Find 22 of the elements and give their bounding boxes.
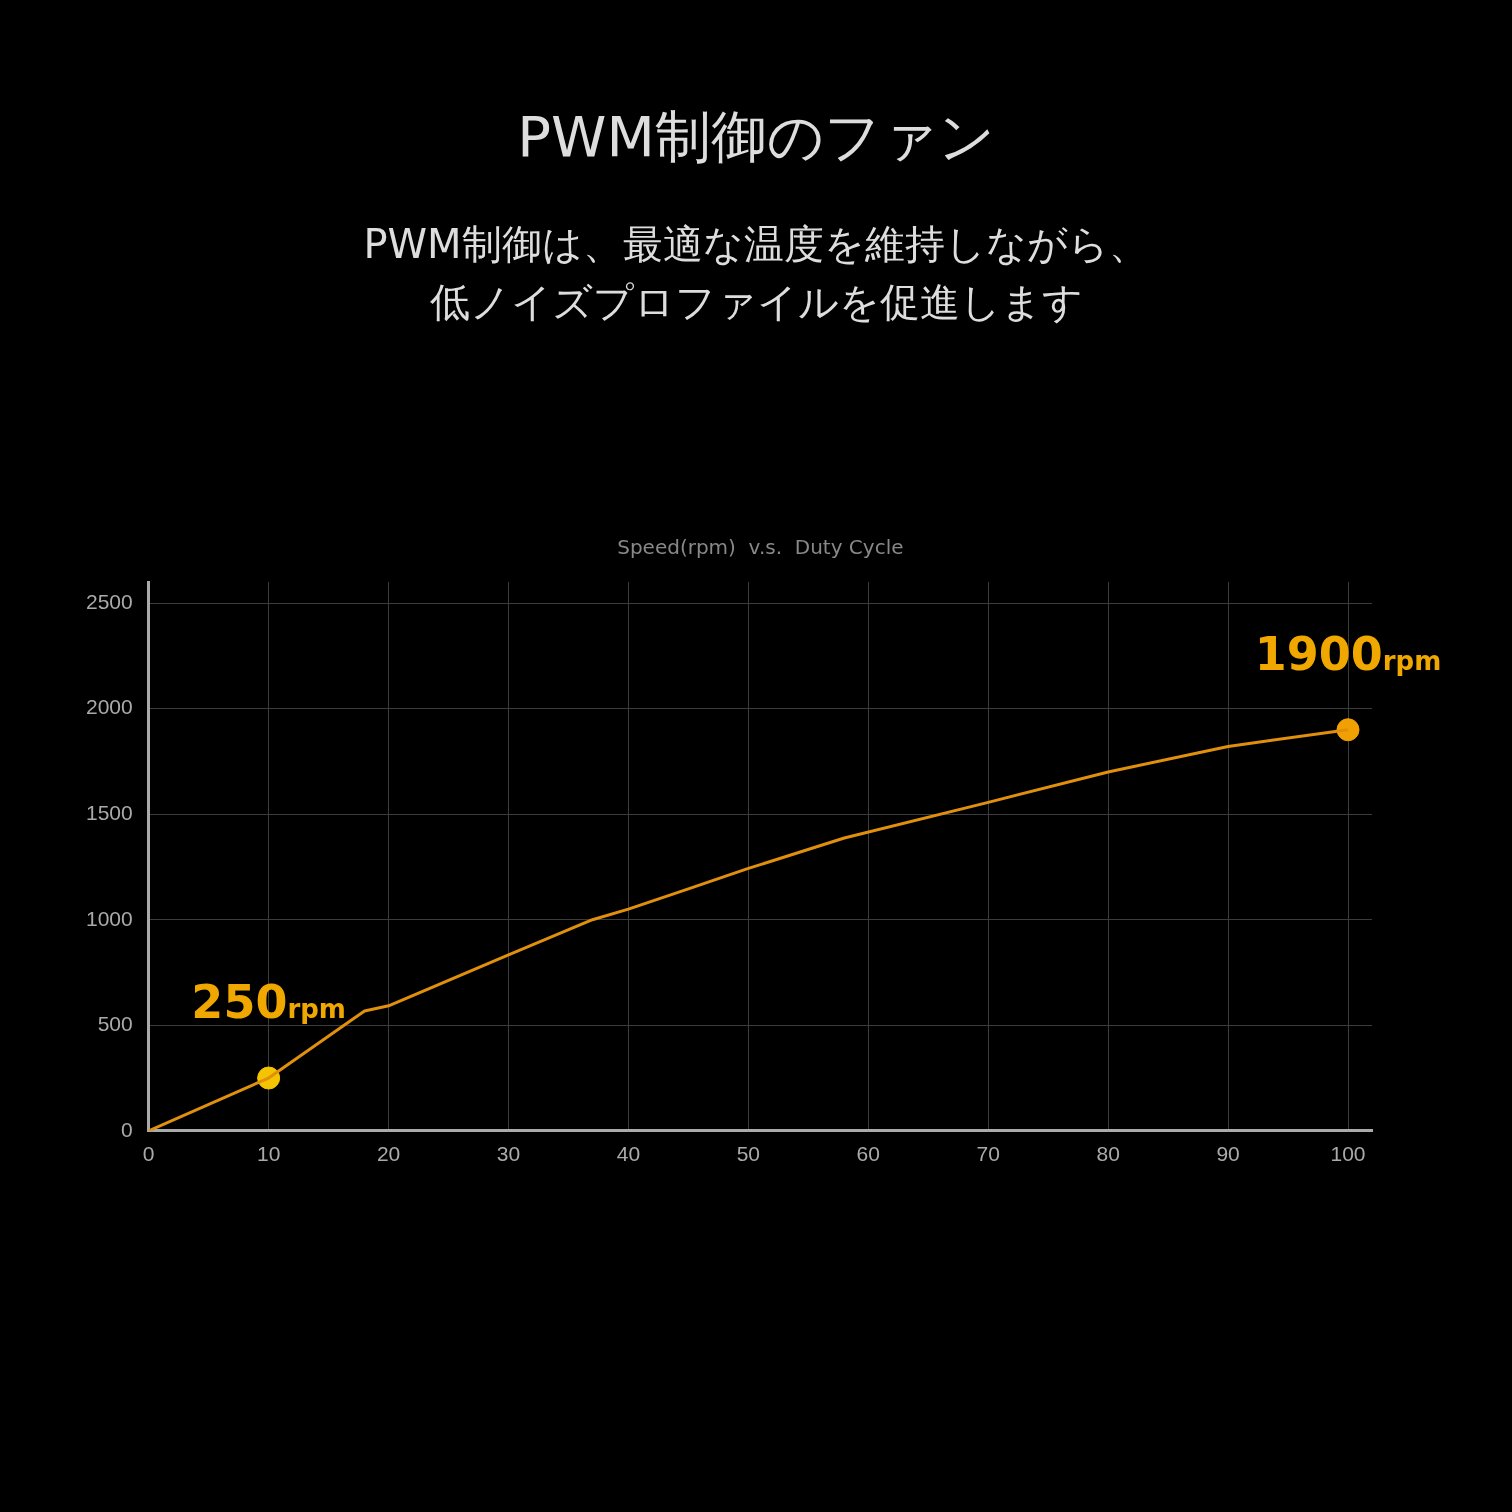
- x-tick-label: 100: [1330, 1142, 1366, 1166]
- x-tick-label: 70: [976, 1142, 1000, 1166]
- y-tick-label: 2500: [86, 589, 133, 613]
- x-tick-label: 20: [376, 1142, 401, 1166]
- x-tick-label: 90: [1216, 1142, 1240, 1166]
- x-tick-label: 50: [736, 1142, 761, 1166]
- y-tick-label: 0: [121, 1117, 133, 1141]
- annotation: 250rpm: [191, 975, 346, 1030]
- x-tick-label: 0: [142, 1142, 155, 1166]
- annotation: 1900rpm: [1254, 626, 1442, 681]
- x-tick-label: 60: [856, 1142, 880, 1166]
- y-tick-label: 500: [97, 1012, 133, 1036]
- x-tick-label: 30: [496, 1142, 521, 1166]
- chart-subtitle: PWM制御は、最適な温度を維持しながら、低ノイズプロファイルを促進します: [362, 220, 1150, 327]
- text: Speed(rpm) v.s. Duty Cycle: [617, 535, 904, 559]
- y-tick-label: 2000: [86, 695, 133, 719]
- x-tick-label: 40: [616, 1142, 641, 1166]
- y-tick-label: 1000: [86, 906, 133, 930]
- chart-title: PWM制御のファン: [516, 103, 996, 171]
- x-tick-label: 10: [256, 1142, 281, 1166]
- y-tick-label: 1500: [86, 800, 133, 824]
- x-tick-label: 80: [1096, 1142, 1120, 1166]
